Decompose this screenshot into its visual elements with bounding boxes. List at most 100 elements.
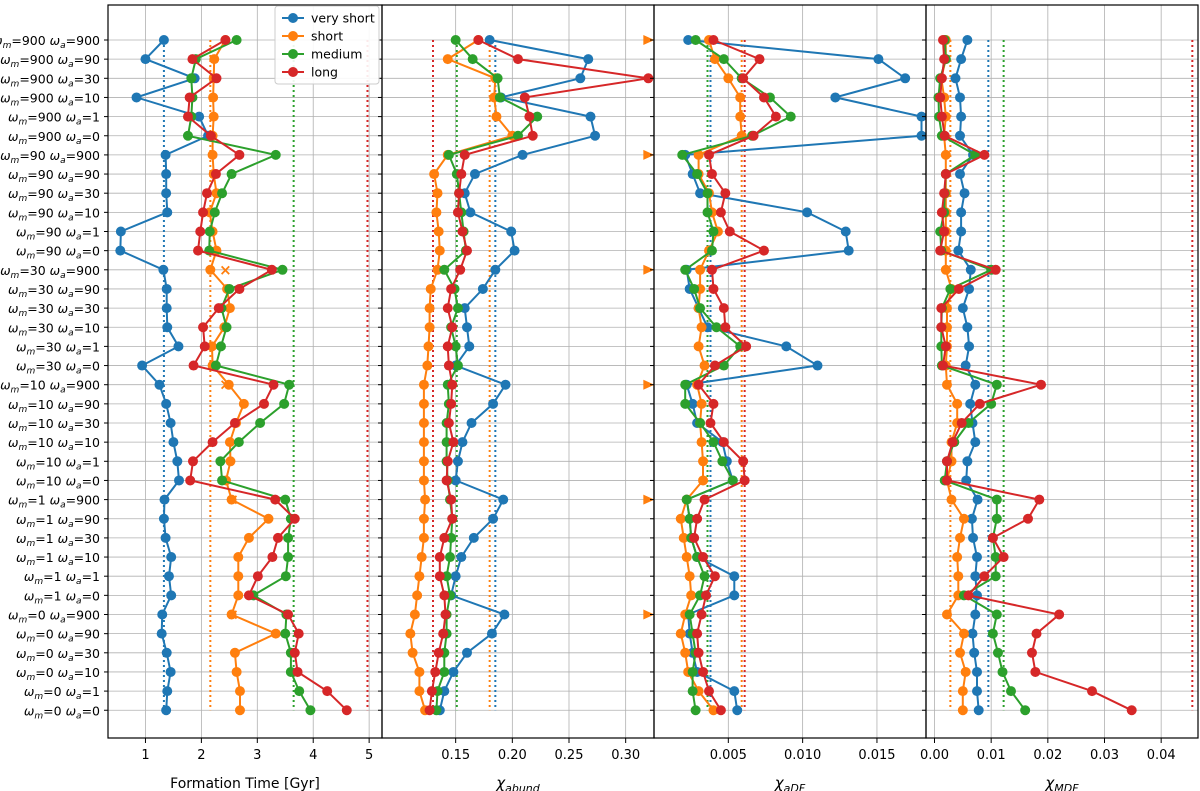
data-point bbox=[970, 437, 981, 448]
data-point bbox=[207, 149, 218, 160]
panel-1: × × × × 1 2 3 4 5 Formation Time [Gyr] bbox=[104, 4, 383, 791]
data-point bbox=[678, 532, 689, 543]
data-point bbox=[680, 379, 691, 390]
data-point bbox=[583, 54, 594, 65]
data-point bbox=[231, 666, 242, 677]
data-point bbox=[491, 111, 502, 122]
data-point bbox=[969, 647, 980, 658]
data-point bbox=[259, 398, 270, 409]
data-point bbox=[446, 398, 457, 409]
data-point bbox=[956, 226, 967, 237]
data-point bbox=[709, 54, 720, 65]
data-point bbox=[195, 226, 206, 237]
data-point bbox=[162, 322, 173, 333]
data-point bbox=[715, 207, 726, 218]
data-point bbox=[735, 111, 746, 122]
data-point bbox=[407, 647, 418, 658]
data-point bbox=[687, 398, 698, 409]
data-point bbox=[431, 207, 442, 218]
data-point bbox=[464, 341, 475, 352]
data-point bbox=[987, 532, 998, 543]
data-point bbox=[226, 169, 237, 180]
data-point bbox=[499, 609, 510, 620]
data-point bbox=[524, 111, 535, 122]
data-point bbox=[940, 169, 951, 180]
legend-entry: very short bbox=[311, 11, 375, 26]
data-point bbox=[873, 54, 884, 65]
data-point bbox=[1026, 647, 1037, 658]
row-label: ωm=1 ωa=90 bbox=[16, 512, 100, 530]
data-point bbox=[938, 35, 948, 45]
data-point bbox=[506, 226, 517, 237]
legend-entry: short bbox=[311, 29, 343, 44]
data-point bbox=[590, 130, 601, 141]
data-point bbox=[840, 226, 851, 237]
data-point bbox=[289, 513, 300, 524]
data-point bbox=[945, 283, 956, 294]
data-point bbox=[689, 532, 700, 543]
data-point bbox=[692, 628, 703, 639]
x-tick-label: 0.15 bbox=[441, 748, 470, 763]
data-point bbox=[957, 705, 968, 716]
data-point bbox=[414, 666, 425, 677]
data-point bbox=[204, 226, 215, 237]
data-point bbox=[770, 111, 781, 122]
panel-3: 0.005 0.010 0.015 χaDF bbox=[650, 4, 927, 791]
data-point bbox=[941, 475, 952, 486]
data-point bbox=[681, 494, 692, 505]
data-point bbox=[294, 686, 305, 697]
data-point bbox=[947, 437, 958, 448]
data-point bbox=[465, 207, 476, 218]
data-point bbox=[233, 552, 244, 563]
data-point bbox=[972, 686, 982, 697]
data-point bbox=[207, 437, 218, 448]
cross-marker: × bbox=[226, 491, 239, 509]
data-point bbox=[958, 628, 969, 639]
data-point bbox=[442, 341, 453, 352]
data-point bbox=[198, 322, 209, 333]
data-point bbox=[157, 609, 168, 620]
data-point bbox=[965, 264, 976, 275]
data-point bbox=[991, 379, 1002, 390]
data-point bbox=[322, 686, 333, 697]
data-point bbox=[702, 207, 713, 218]
data-point bbox=[414, 571, 425, 582]
data-point bbox=[724, 226, 735, 237]
data-point bbox=[991, 609, 1002, 620]
cross-marker: × bbox=[226, 606, 239, 624]
data-point bbox=[182, 130, 193, 141]
data-point bbox=[683, 35, 694, 45]
row-label: ωm=0 ωa=10 bbox=[16, 665, 100, 683]
data-point bbox=[500, 379, 511, 390]
data-point bbox=[585, 111, 596, 122]
data-point bbox=[205, 130, 216, 141]
data-point bbox=[226, 494, 237, 505]
data-point bbox=[758, 92, 769, 103]
x-tick-label: 0.010 bbox=[784, 748, 821, 763]
row-label: ωm=0 ωa=0 bbox=[24, 703, 100, 721]
data-point bbox=[718, 54, 729, 65]
data-point bbox=[488, 513, 499, 524]
row-label: ωm=30 ωa=1 bbox=[16, 339, 100, 357]
data-point bbox=[729, 571, 740, 582]
data-point bbox=[418, 475, 429, 486]
data-point bbox=[706, 245, 717, 256]
data-point bbox=[967, 628, 978, 639]
data-point bbox=[492, 73, 503, 84]
data-point bbox=[137, 360, 148, 371]
grid bbox=[926, 5, 1198, 738]
offscale-arrow-marker bbox=[643, 494, 655, 505]
data-point bbox=[193, 245, 204, 256]
data-point bbox=[708, 35, 719, 45]
data-point bbox=[447, 322, 458, 333]
data-point bbox=[952, 398, 963, 409]
series-line-short bbox=[409, 39, 515, 711]
series-line-medium bbox=[186, 39, 312, 711]
data-point bbox=[161, 705, 172, 716]
data-point bbox=[194, 111, 205, 122]
data-point bbox=[955, 169, 965, 180]
data-point bbox=[1034, 494, 1045, 505]
data-point bbox=[225, 456, 236, 467]
data-point bbox=[684, 571, 695, 582]
legend-entry: long bbox=[311, 65, 338, 80]
